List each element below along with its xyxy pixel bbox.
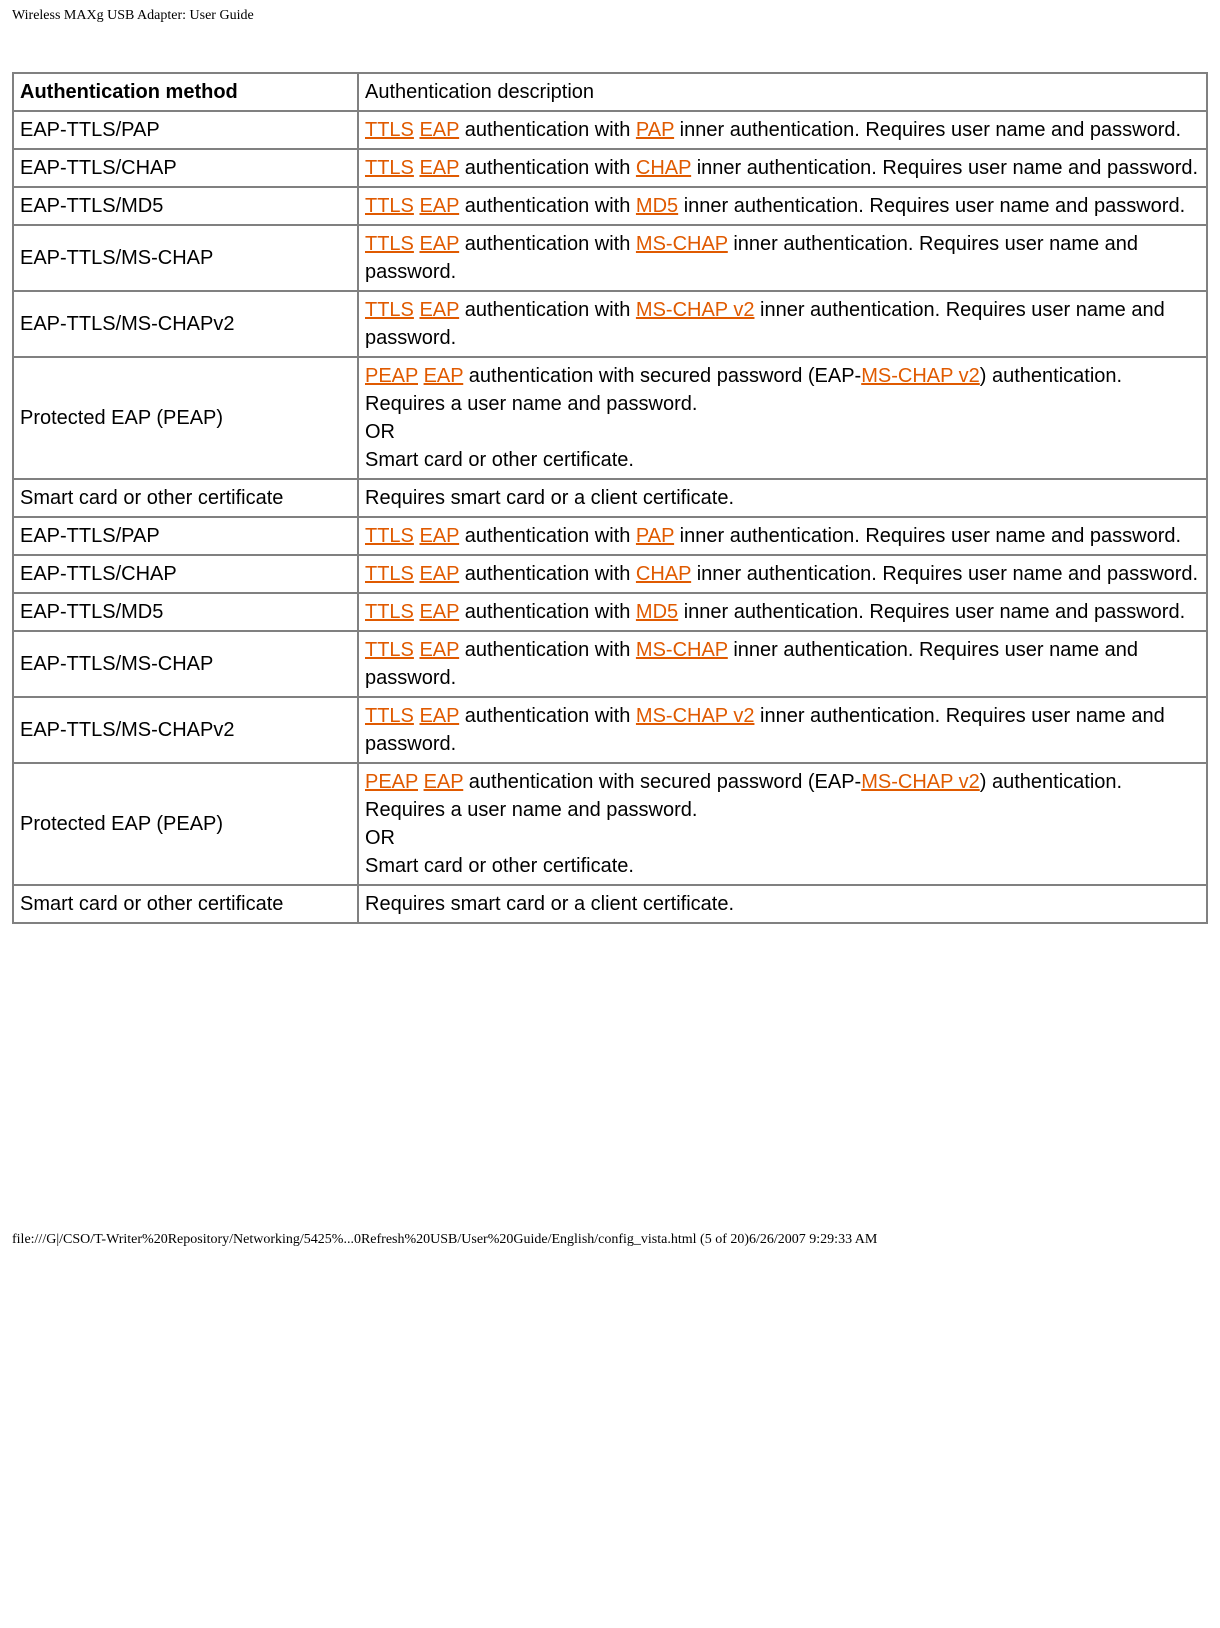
auth-method-cell: EAP-TTLS/CHAP bbox=[13, 555, 358, 593]
doc-link[interactable]: TTLS bbox=[365, 195, 414, 217]
auth-method-cell: EAP-TTLS/CHAP bbox=[13, 149, 358, 187]
doc-link[interactable]: MS-CHAP v2 bbox=[861, 771, 980, 793]
doc-link[interactable]: MS-CHAP bbox=[636, 639, 728, 661]
doc-link[interactable]: MS-CHAP v2 bbox=[636, 299, 755, 321]
doc-link[interactable]: CHAP bbox=[636, 157, 691, 179]
auth-description-cell: Requires smart card or a client certific… bbox=[358, 885, 1207, 923]
auth-description-cell: TTLS EAP authentication with MS-CHAP inn… bbox=[358, 225, 1207, 291]
doc-link[interactable]: TTLS bbox=[365, 525, 414, 547]
table-row: EAP-TTLS/MS-CHAPTTLS EAP authentication … bbox=[13, 225, 1207, 291]
doc-link[interactable]: TTLS bbox=[365, 233, 414, 255]
doc-link[interactable]: EAP bbox=[419, 639, 459, 661]
auth-method-cell: EAP-TTLS/MS-CHAPv2 bbox=[13, 697, 358, 763]
table-row: EAP-TTLS/CHAPTTLS EAP authentication wit… bbox=[13, 149, 1207, 187]
auth-description-cell: TTLS EAP authentication with MS-CHAP v2 … bbox=[358, 291, 1207, 357]
header-method: Authentication method bbox=[13, 73, 358, 111]
auth-description-cell: TTLS EAP authentication with PAP inner a… bbox=[358, 517, 1207, 555]
doc-link[interactable]: MS-CHAP v2 bbox=[636, 705, 755, 727]
auth-description-cell: TTLS EAP authentication with PAP inner a… bbox=[358, 111, 1207, 149]
table-header-row: Authentication method Authentication des… bbox=[13, 73, 1207, 111]
auth-method-cell: Smart card or other certificate bbox=[13, 885, 358, 923]
table-row: EAP-TTLS/MS-CHAPv2TTLS EAP authenticatio… bbox=[13, 291, 1207, 357]
table-row: Smart card or other certificateRequires … bbox=[13, 479, 1207, 517]
doc-link[interactable]: EAP bbox=[424, 771, 464, 793]
doc-link[interactable]: TTLS bbox=[365, 563, 414, 585]
table-row: EAP-TTLS/PAPTTLS EAP authentication with… bbox=[13, 517, 1207, 555]
auth-method-cell: EAP-TTLS/MS-CHAP bbox=[13, 631, 358, 697]
doc-link[interactable]: TTLS bbox=[365, 705, 414, 727]
auth-description-cell: PEAP EAP authentication with secured pas… bbox=[358, 357, 1207, 479]
page-title: Wireless MAXg USB Adapter: User Guide bbox=[12, 8, 254, 23]
doc-link[interactable]: MD5 bbox=[636, 195, 678, 217]
auth-description-cell: PEAP EAP authentication with secured pas… bbox=[358, 763, 1207, 885]
doc-link[interactable]: EAP bbox=[419, 299, 459, 321]
auth-description-cell: Requires smart card or a client certific… bbox=[358, 479, 1207, 517]
doc-link[interactable]: PEAP bbox=[365, 365, 418, 387]
table-row: Smart card or other certificateRequires … bbox=[13, 885, 1207, 923]
doc-link[interactable]: TTLS bbox=[365, 157, 414, 179]
header-description: Authentication description bbox=[358, 73, 1207, 111]
doc-link[interactable]: PAP bbox=[636, 525, 674, 547]
auth-method-cell: EAP-TTLS/MS-CHAP bbox=[13, 225, 358, 291]
table-row: EAP-TTLS/PAPTTLS EAP authentication with… bbox=[13, 111, 1207, 149]
auth-method-cell: EAP-TTLS/MD5 bbox=[13, 187, 358, 225]
content-area: Authentication method Authentication des… bbox=[0, 32, 1220, 944]
doc-link[interactable]: MS-CHAP bbox=[636, 233, 728, 255]
auth-method-cell: Protected EAP (PEAP) bbox=[13, 357, 358, 479]
doc-link[interactable]: TTLS bbox=[365, 299, 414, 321]
table-row: Protected EAP (PEAP)PEAP EAP authenticat… bbox=[13, 763, 1207, 885]
doc-link[interactable]: EAP bbox=[424, 365, 464, 387]
doc-link[interactable]: EAP bbox=[419, 157, 459, 179]
auth-description-cell: TTLS EAP authentication with CHAP inner … bbox=[358, 149, 1207, 187]
auth-method-cell: Protected EAP (PEAP) bbox=[13, 763, 358, 885]
auth-description-cell: TTLS EAP authentication with MD5 inner a… bbox=[358, 593, 1207, 631]
auth-description-cell: TTLS EAP authentication with MS-CHAP v2 … bbox=[358, 697, 1207, 763]
table-row: EAP-TTLS/CHAPTTLS EAP authentication wit… bbox=[13, 555, 1207, 593]
auth-description-cell: TTLS EAP authentication with MS-CHAP inn… bbox=[358, 631, 1207, 697]
doc-link[interactable]: PAP bbox=[636, 119, 674, 141]
auth-method-cell: Smart card or other certificate bbox=[13, 479, 358, 517]
table-row: EAP-TTLS/MS-CHAPv2TTLS EAP authenticatio… bbox=[13, 697, 1207, 763]
footer-text: file:///G|/CSO/T-Writer%20Repository/Net… bbox=[12, 1232, 877, 1247]
table-row: EAP-TTLS/MD5TTLS EAP authentication with… bbox=[13, 593, 1207, 631]
doc-link[interactable]: MD5 bbox=[636, 601, 678, 623]
doc-link[interactable]: CHAP bbox=[636, 563, 691, 585]
auth-method-cell: EAP-TTLS/MD5 bbox=[13, 593, 358, 631]
auth-method-cell: EAP-TTLS/PAP bbox=[13, 111, 358, 149]
doc-link[interactable]: EAP bbox=[419, 563, 459, 585]
page-footer: file:///G|/CSO/T-Writer%20Repository/Net… bbox=[0, 1224, 1220, 1256]
doc-link[interactable]: TTLS bbox=[365, 119, 414, 141]
page-header: Wireless MAXg USB Adapter: User Guide bbox=[0, 0, 1220, 32]
doc-link[interactable]: TTLS bbox=[365, 639, 414, 661]
auth-table: Authentication method Authentication des… bbox=[12, 72, 1208, 924]
table-row: EAP-TTLS/MS-CHAPTTLS EAP authentication … bbox=[13, 631, 1207, 697]
auth-method-cell: EAP-TTLS/MS-CHAPv2 bbox=[13, 291, 358, 357]
auth-method-cell: EAP-TTLS/PAP bbox=[13, 517, 358, 555]
doc-link[interactable]: EAP bbox=[419, 233, 459, 255]
doc-link[interactable]: EAP bbox=[419, 195, 459, 217]
doc-link[interactable]: EAP bbox=[419, 601, 459, 623]
doc-link[interactable]: PEAP bbox=[365, 771, 418, 793]
auth-description-cell: TTLS EAP authentication with CHAP inner … bbox=[358, 555, 1207, 593]
table-row: Protected EAP (PEAP)PEAP EAP authenticat… bbox=[13, 357, 1207, 479]
table-row: EAP-TTLS/MD5TTLS EAP authentication with… bbox=[13, 187, 1207, 225]
doc-link[interactable]: EAP bbox=[419, 705, 459, 727]
doc-link[interactable]: MS-CHAP v2 bbox=[861, 365, 980, 387]
doc-link[interactable]: EAP bbox=[419, 525, 459, 547]
doc-link[interactable]: EAP bbox=[419, 119, 459, 141]
auth-description-cell: TTLS EAP authentication with MD5 inner a… bbox=[358, 187, 1207, 225]
doc-link[interactable]: TTLS bbox=[365, 601, 414, 623]
